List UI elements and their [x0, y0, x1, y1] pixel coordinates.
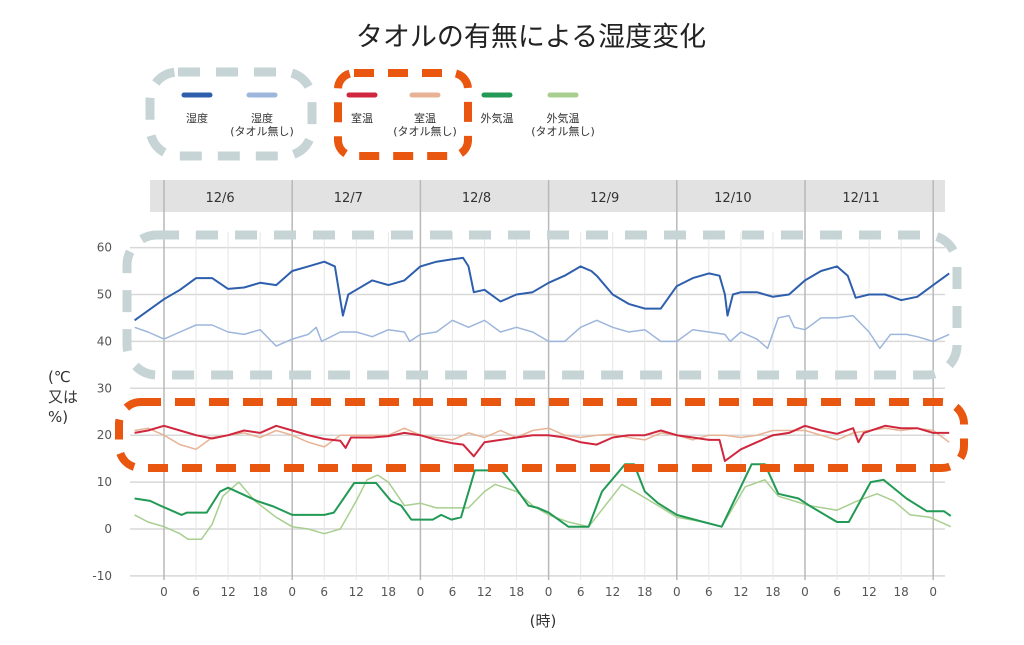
legend-label: 外気温: [481, 111, 514, 125]
x-tick-label: 18: [765, 585, 780, 599]
x-tick-label: 18: [894, 585, 909, 599]
date-header-label: 12/6: [205, 191, 234, 206]
x-tick-label: 6: [192, 585, 200, 599]
x-tick-label: 0: [288, 585, 296, 599]
x-tick-label: 0: [673, 585, 681, 599]
x-tick-label: 6: [320, 585, 328, 599]
series-line-3: [134, 427, 950, 451]
x-tick-label: 0: [801, 585, 809, 599]
x-tick-label: 6: [577, 585, 585, 599]
legend-label: (タオル無し): [531, 124, 595, 138]
y-tick-label: 30: [97, 381, 112, 395]
legend-item: 外気温(タオル無し): [531, 92, 595, 138]
legend-label: 湿度: [186, 111, 208, 125]
y-tick-label: 40: [97, 334, 112, 348]
legend-item: 室温(タオル無し): [393, 92, 457, 138]
chart-title: タオルの有無による湿度変化: [356, 22, 706, 53]
legend-item: 外気温: [481, 92, 514, 125]
date-header-label: 12/11: [842, 191, 879, 206]
legend: 湿度 湿度(タオル無し)室温 室温(タオル無し)外気温 外気温(タオル無し): [181, 92, 595, 138]
legend-item: 湿度(タオル無し): [230, 92, 294, 138]
legend-item: 湿度: [181, 92, 213, 125]
y-tick-label: -10: [92, 569, 112, 583]
x-tick-label: 0: [160, 585, 168, 599]
x-tick-label: 0: [929, 585, 937, 599]
legend-item: 室温: [346, 92, 378, 125]
x-tick-label: 18: [253, 585, 268, 599]
date-header-label: 12/8: [462, 191, 491, 206]
room-temperature-highlight-box: [115, 398, 968, 472]
x-tick-label: 18: [381, 585, 396, 599]
x-tick-label: 12: [733, 585, 748, 599]
legend-label: 室温: [414, 111, 436, 125]
x-tick-label: 0: [417, 585, 425, 599]
y-tick-label: 20: [97, 428, 112, 442]
date-header-label: 12/9: [590, 191, 619, 206]
date-header-label: 12/10: [714, 191, 751, 206]
series-line-1: [134, 314, 950, 350]
series-line-5: [134, 474, 952, 541]
x-axis-label: (時): [530, 612, 557, 630]
x-tick-label: 12: [349, 585, 364, 599]
y-axis-label-line-2: 又は: [48, 388, 78, 406]
x-tick-label: 12: [220, 585, 235, 599]
y-axis-label-line-3: %): [48, 408, 68, 426]
x-tick-label: 6: [833, 585, 841, 599]
x-tick-label: 12: [861, 585, 876, 599]
x-tick-label: 12: [477, 585, 492, 599]
y-axis-label-line-1: (℃: [48, 368, 71, 386]
x-tick-label: 18: [637, 585, 652, 599]
legend-label: 湿度: [251, 111, 273, 125]
legend-humidity-highlight-box: [145, 67, 317, 161]
y-tick-label: 10: [97, 475, 112, 489]
legend-label: 室温: [351, 111, 373, 125]
y-tick-label: 0: [104, 522, 112, 536]
x-tick-label: 6: [705, 585, 713, 599]
series-line-2: [134, 424, 950, 462]
series-line-4: [134, 463, 952, 528]
series-line-0: [134, 256, 950, 322]
legend-label: 外気温: [547, 111, 580, 125]
x-tick-label: 0: [545, 585, 553, 599]
legend-label: (タオル無し): [393, 124, 457, 138]
date-header-band: [150, 180, 945, 212]
y-tick-label: 60: [97, 241, 112, 255]
x-tick-label: 18: [509, 585, 524, 599]
legend-label: (タオル無し): [230, 124, 294, 138]
date-header-label: 12/7: [334, 191, 363, 206]
x-tick-label: 6: [449, 585, 457, 599]
x-tick-label: 12: [605, 585, 620, 599]
humidity-highlight-box: [122, 230, 962, 380]
y-tick-label: 50: [97, 288, 112, 302]
legend-room-temperature-highlight-box: [334, 69, 472, 160]
